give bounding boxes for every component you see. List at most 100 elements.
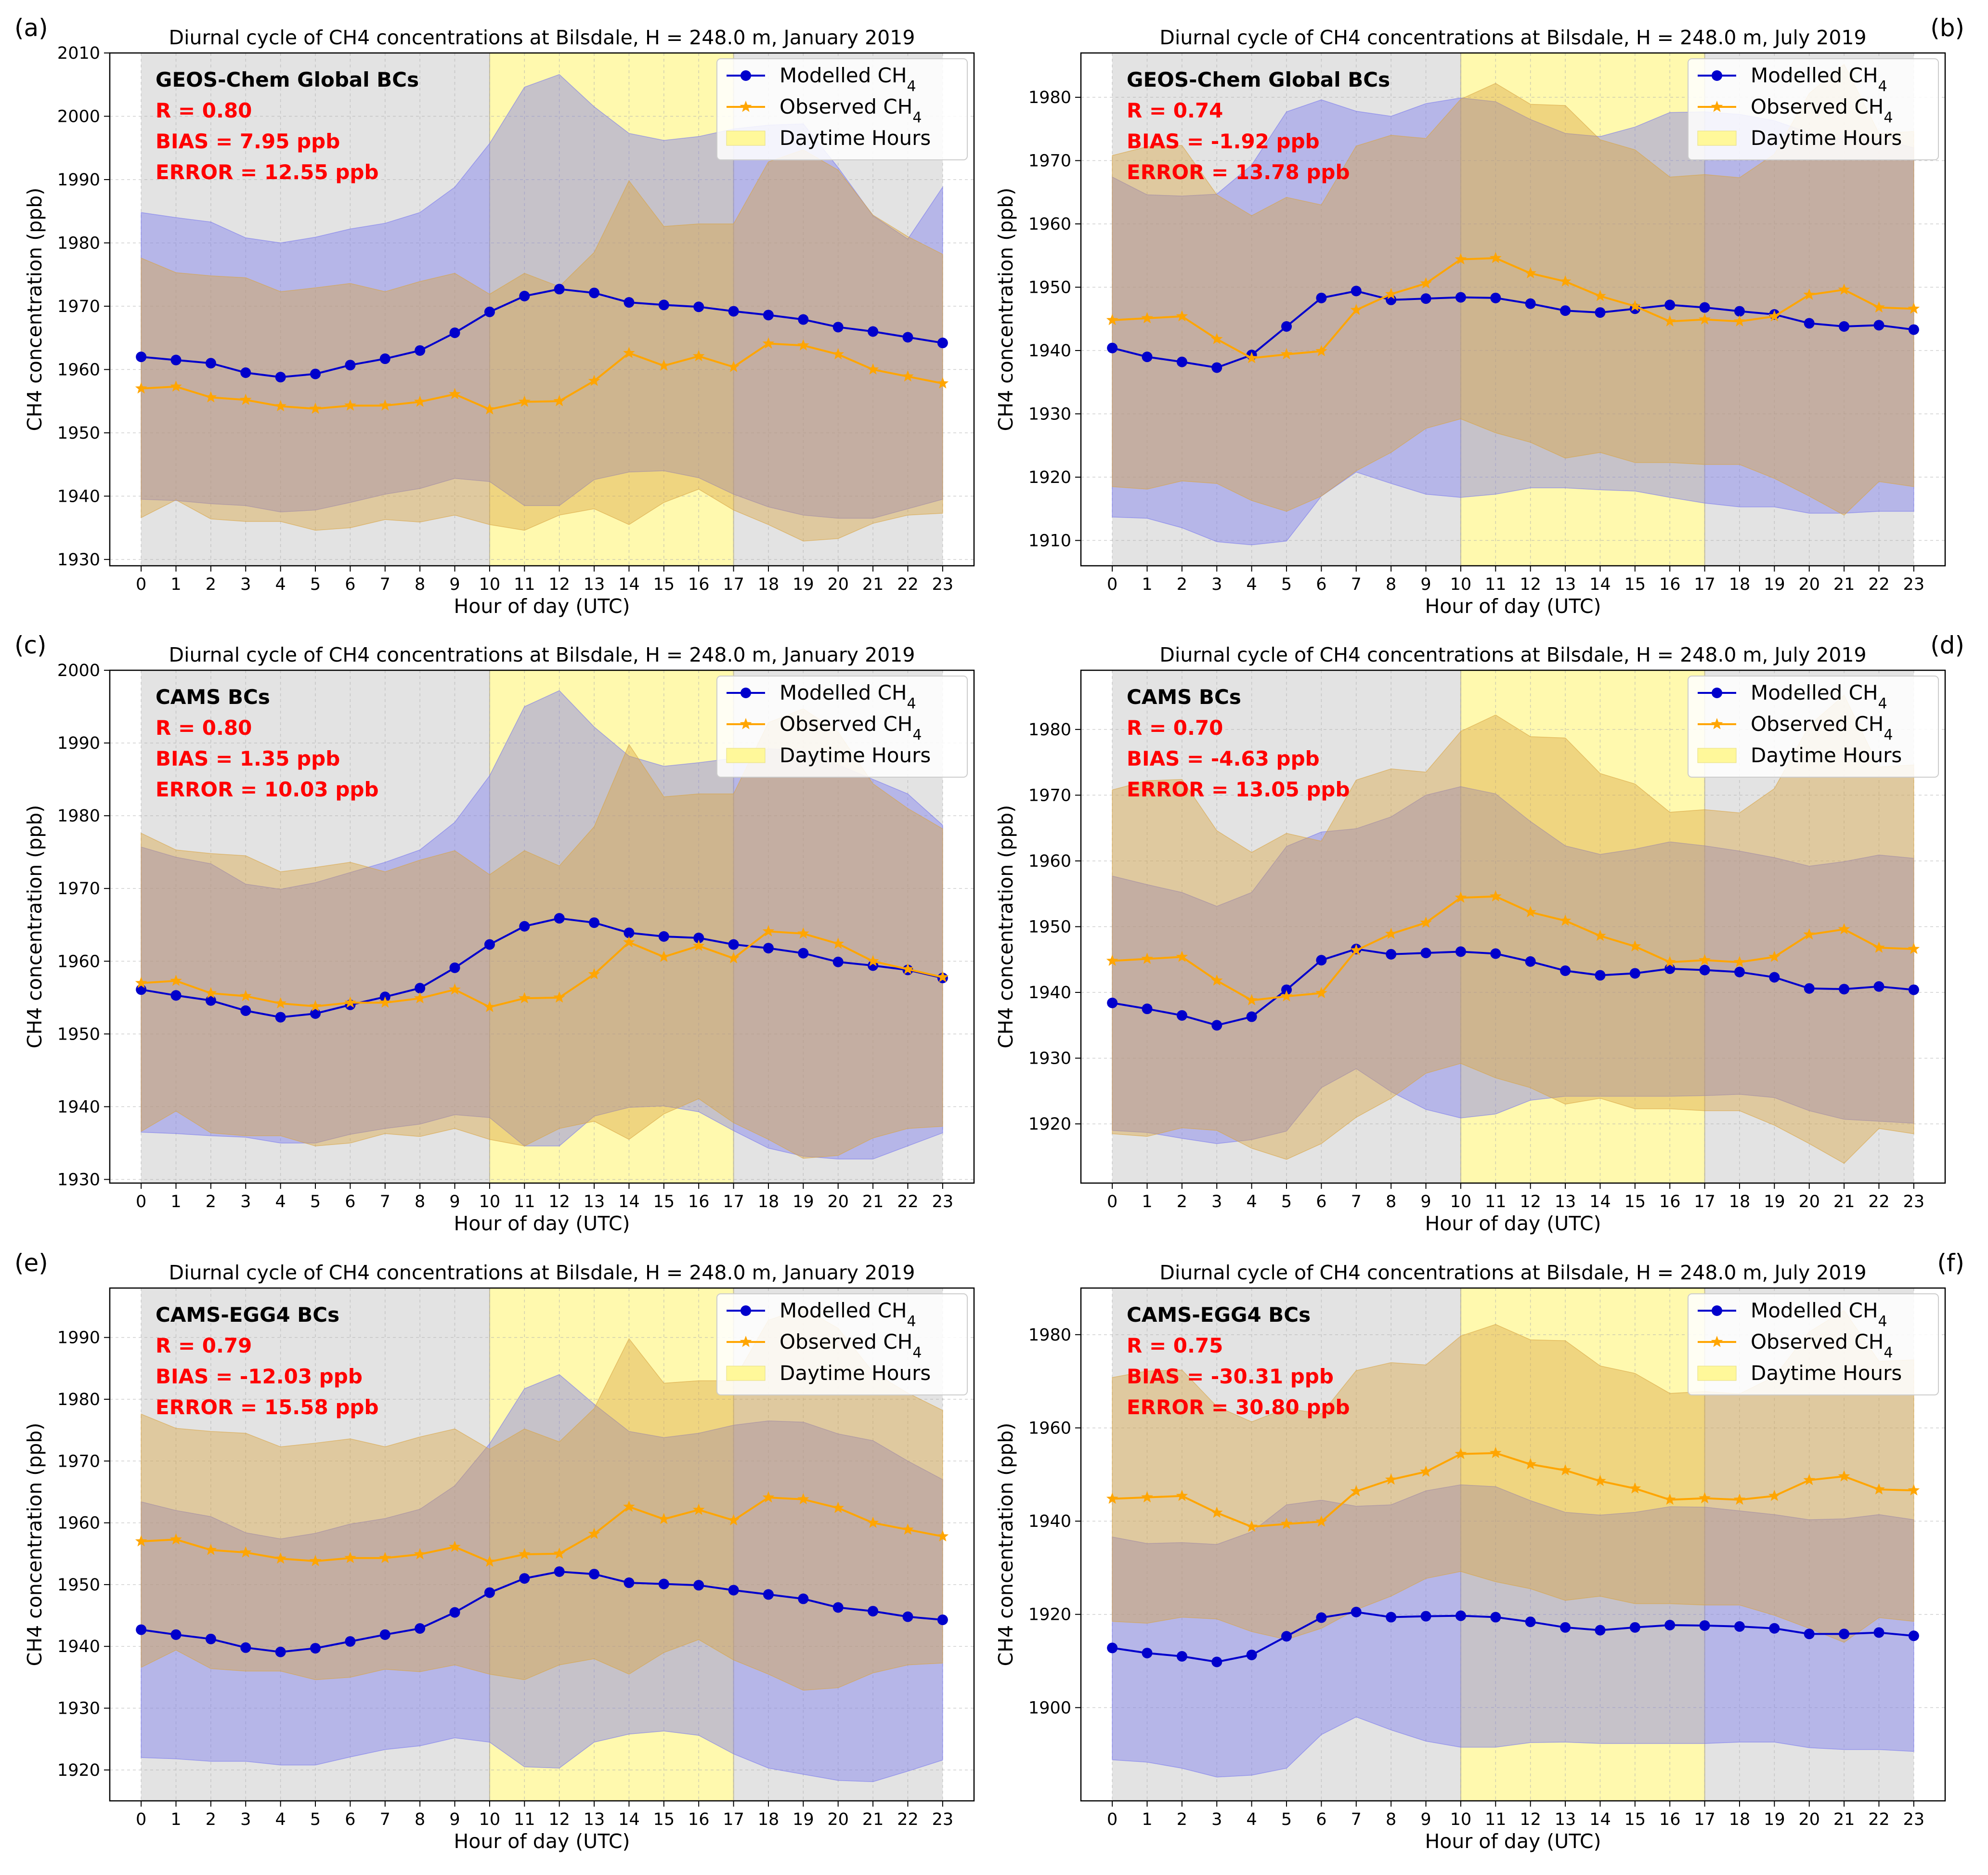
modelled-point (1839, 1628, 1850, 1640)
observed-point (728, 952, 740, 964)
x-tick-label: 10 (479, 1192, 501, 1211)
legend-subscript: 4 (912, 727, 922, 743)
x-tick-label: 10 (1450, 1810, 1472, 1829)
observed-point (344, 1551, 356, 1563)
modelled-point (763, 1589, 774, 1600)
modelled-point (519, 921, 530, 932)
bc-label: GEOS-Chem Global BCs (156, 68, 419, 91)
x-tick-label: 10 (1450, 1192, 1472, 1211)
x-tick-label: 12 (548, 575, 570, 594)
modelled-point (1839, 321, 1850, 332)
modelled-point (484, 1587, 495, 1598)
y-tick-label: 1970 (1028, 152, 1071, 171)
modelled-point (379, 353, 390, 365)
x-tick-label: 11 (514, 575, 535, 594)
modelled-point (1420, 293, 1431, 304)
x-tick-label: 11 (1485, 1192, 1507, 1211)
x-tick-label: 5 (310, 1810, 321, 1829)
modelled-point (415, 345, 426, 356)
y-tick-label: 1970 (57, 879, 100, 898)
observed-point (483, 403, 496, 415)
x-tick-label: 21 (862, 1810, 884, 1829)
x-tick-label: 17 (723, 1192, 744, 1211)
x-tick-label: 10 (479, 1810, 501, 1829)
modelled-point (658, 931, 669, 942)
modelled-point (170, 354, 182, 365)
legend-daytime-label: Daytime Hours (1751, 126, 1902, 150)
legend-subscript: 4 (1884, 109, 1893, 126)
observed-point (728, 1514, 740, 1525)
observed-point (344, 399, 356, 411)
observed-line (1112, 895, 1914, 1002)
modelled-point (693, 932, 704, 943)
x-tick-label: 22 (897, 1192, 919, 1211)
observed-point (1908, 1484, 1920, 1496)
x-tick-label: 10 (1450, 575, 1472, 594)
modelled-point (1281, 1631, 1292, 1642)
observed-point (1350, 944, 1363, 956)
stat-r: R = 0.75 (1127, 1334, 1223, 1357)
x-tick-label: 23 (932, 1810, 954, 1829)
x-tick-label: 7 (380, 1192, 390, 1211)
modelled-point (1699, 1620, 1710, 1631)
modelled-point (136, 1624, 147, 1635)
observed-point (1873, 941, 1885, 953)
observed-point (1838, 283, 1850, 295)
legend-modelled-marker (741, 1305, 751, 1316)
legend-subscript: 4 (1878, 1313, 1887, 1330)
modelled-point (554, 913, 565, 924)
y-tick-label: 1920 (1028, 468, 1071, 487)
x-tick-label: 12 (1520, 1192, 1541, 1211)
y-tick-label: 1960 (57, 1514, 100, 1533)
modelled-point (868, 326, 879, 337)
x-tick-label: 23 (1903, 1810, 1925, 1829)
x-tick-label: 18 (758, 575, 780, 594)
x-tick-label: 13 (584, 575, 605, 594)
modelled-point (240, 1005, 251, 1016)
modelled-point (1281, 321, 1292, 332)
modelled-point (519, 290, 530, 301)
legend-box (716, 1293, 968, 1395)
observed-point (1559, 1464, 1572, 1476)
x-tick-label: 1 (170, 575, 181, 594)
observed-point (1594, 1474, 1606, 1486)
legend-box (716, 58, 968, 160)
observed-point (379, 1551, 391, 1563)
x-tick-label: 14 (618, 1192, 640, 1211)
legend-box (1688, 58, 1939, 160)
y-tick-label: 1950 (57, 1576, 100, 1595)
observed-point (414, 395, 426, 407)
legend-subscript: 4 (912, 109, 922, 126)
x-tick-label: 2 (206, 1192, 216, 1211)
modelled-point (1351, 1606, 1362, 1617)
x-tick-label: 23 (932, 1192, 954, 1211)
observed-point (867, 1516, 879, 1528)
legend-observed-marker (740, 101, 752, 112)
modelled-point (310, 1643, 321, 1654)
x-tick-label: 14 (618, 575, 640, 594)
legend-daytime-swatch (1697, 1366, 1737, 1381)
modelled-point (832, 1602, 844, 1613)
modelled-point (240, 367, 251, 378)
x-axis-label: Hour of day (UTC) (454, 1212, 630, 1235)
observed-point (1594, 289, 1606, 301)
legend-observed-marker (1711, 1336, 1723, 1347)
observed-point (379, 996, 391, 1008)
plot-area (110, 670, 974, 1183)
x-tick-label: 9 (1420, 1810, 1431, 1829)
modelled-point (1142, 352, 1153, 363)
x-tick-label: 3 (240, 1810, 251, 1829)
observed-point (1385, 287, 1397, 299)
observed-point (1141, 312, 1153, 324)
observed-point (1629, 299, 1641, 312)
observed-point (1663, 1493, 1676, 1505)
modelled-point (1525, 298, 1536, 309)
x-tick-label: 18 (1729, 1192, 1751, 1211)
x-tick-label: 0 (136, 1192, 146, 1211)
observed-point (623, 936, 635, 948)
observed-point (518, 992, 531, 1003)
x-tick-label: 2 (1177, 1192, 1187, 1211)
